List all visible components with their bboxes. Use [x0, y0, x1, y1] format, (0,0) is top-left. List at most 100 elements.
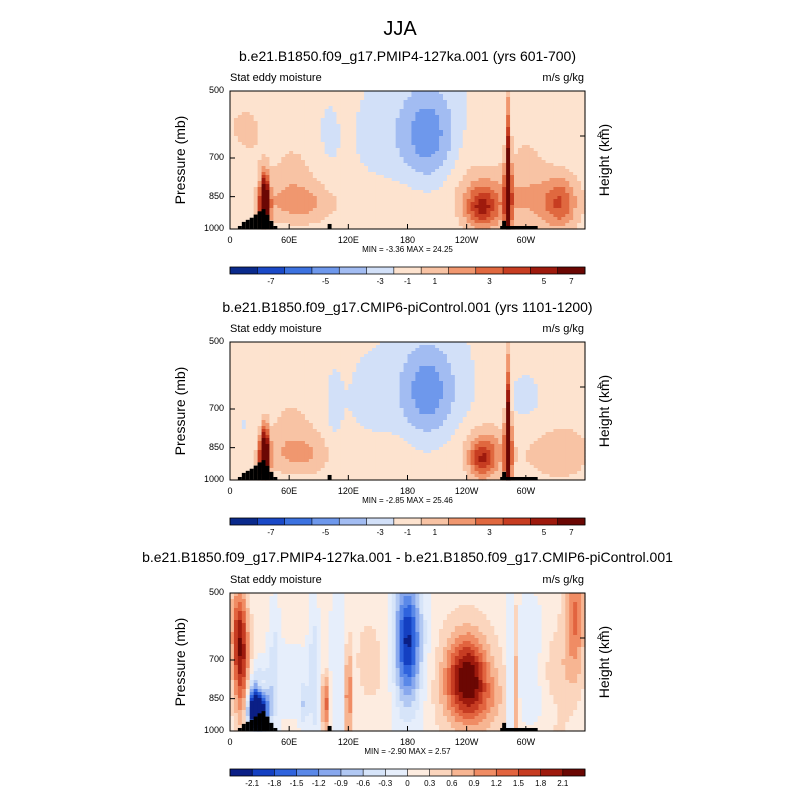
- contour-cell: [324, 151, 330, 155]
- contour-cell: [514, 109, 519, 113]
- contour-cell: [230, 181, 235, 185]
- contour-cell: [372, 115, 377, 119]
- contour-cell: [375, 127, 381, 131]
- contour-cell: [257, 94, 263, 98]
- contour-cell: [573, 166, 578, 170]
- contour-cell: [301, 220, 306, 224]
- contour-cell: [529, 97, 535, 101]
- contour-cell: [332, 351, 338, 355]
- contour-cell: [372, 118, 377, 122]
- contour-cell: [411, 223, 416, 227]
- contour-cell: [502, 154, 507, 158]
- contour-cell: [557, 220, 562, 224]
- contour-cell: [372, 139, 377, 143]
- contour-cell: [474, 360, 480, 364]
- contour-cell: [470, 354, 476, 358]
- contour-cell: [281, 354, 286, 358]
- contour-cell: [379, 91, 385, 95]
- contour-cell: [352, 205, 357, 209]
- contour-cell: [289, 103, 294, 107]
- contour-cell: [265, 351, 271, 355]
- contour-cell: [561, 357, 566, 361]
- topography-mask: [241, 221, 246, 229]
- contour-cell: [293, 354, 298, 358]
- contour-cell: [316, 172, 322, 176]
- contour-cell: [352, 124, 357, 128]
- contour-cell: [510, 130, 515, 134]
- contour-cell: [324, 184, 330, 188]
- contour-cell: [462, 136, 468, 140]
- contour-cell: [399, 94, 405, 98]
- contour-cell: [446, 217, 452, 221]
- contour-cell: [320, 109, 326, 113]
- colorbar-swatch: [366, 267, 395, 274]
- contour-cell: [324, 205, 330, 209]
- contour-cell: [293, 342, 298, 346]
- contour-cell: [514, 124, 519, 128]
- contour-cell: [379, 208, 385, 212]
- contour-cell: [541, 106, 547, 110]
- contour-cell: [494, 205, 499, 209]
- contour-cell: [427, 121, 432, 125]
- contour-cell: [356, 199, 361, 203]
- contour-cell: [316, 196, 322, 200]
- contour-cell: [482, 100, 487, 104]
- contour-cell: [383, 363, 389, 367]
- contour-cell: [372, 151, 377, 155]
- contour-cell: [352, 220, 357, 224]
- contour-cell: [391, 166, 397, 170]
- contour-cell: [383, 160, 389, 164]
- contour-cell: [525, 345, 531, 349]
- contour-cell: [395, 354, 401, 358]
- contour-cell: [407, 139, 413, 143]
- contour-cell: [581, 100, 586, 104]
- contour-cell: [360, 106, 365, 110]
- contour-cell: [368, 97, 373, 101]
- contour-cell: [368, 205, 373, 209]
- contour-cell: [277, 348, 282, 352]
- contour-cell: [486, 360, 491, 364]
- contour-cell: [316, 351, 322, 355]
- contour-cell: [316, 130, 322, 134]
- contour-cell: [308, 196, 314, 200]
- contour-cell: [573, 148, 578, 152]
- contour-cell: [241, 127, 247, 131]
- contour-cell: [348, 363, 353, 367]
- contour-cell: [269, 351, 274, 355]
- contour-cell: [245, 199, 251, 203]
- contour-cell: [525, 211, 531, 215]
- contour-cell: [478, 94, 484, 98]
- contour-cell: [407, 166, 413, 170]
- contour-cell: [372, 202, 377, 206]
- contour-cell: [253, 208, 259, 212]
- contour-cell: [502, 124, 507, 128]
- contour-cell: [308, 91, 314, 95]
- contour-cell: [427, 169, 432, 173]
- contour-cell: [525, 166, 531, 170]
- colorbar-swatch: [475, 267, 504, 274]
- contour-cell: [352, 139, 357, 143]
- contour-cell: [344, 103, 349, 107]
- contour-cell: [336, 193, 342, 197]
- contour-cell: [545, 148, 551, 152]
- contour-cell: [427, 202, 432, 206]
- contour-cell: [478, 145, 484, 149]
- contour-cell: [577, 166, 582, 170]
- contour-cell: [372, 100, 377, 104]
- contour-cell: [486, 136, 491, 140]
- contour-cell: [277, 160, 282, 164]
- contour-cell: [494, 217, 499, 221]
- contour-cell: [297, 354, 302, 358]
- contour-cell: [233, 208, 239, 212]
- contour-cell: [324, 157, 330, 161]
- contour-cell: [269, 91, 274, 95]
- contour-cell: [569, 348, 574, 352]
- contour-cell: [498, 345, 503, 349]
- contour-cell: [521, 205, 527, 209]
- contour-cell: [257, 124, 263, 128]
- contour-cell: [510, 208, 515, 212]
- contour-cell: [450, 208, 456, 212]
- contour-cell: [328, 169, 334, 173]
- contour-cell: [541, 91, 547, 95]
- contour-cell: [541, 109, 547, 113]
